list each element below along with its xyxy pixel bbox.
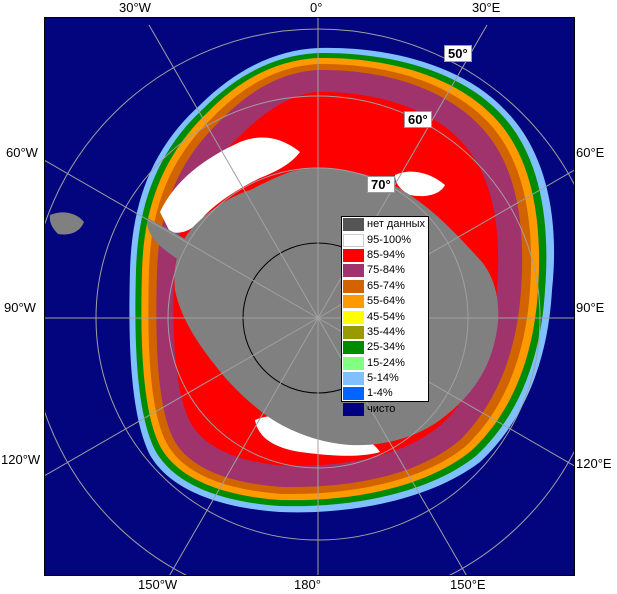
legend-swatch	[343, 356, 364, 370]
label-lat-60: 60°	[404, 111, 432, 128]
legend-item: нет данных	[342, 217, 428, 232]
legend-swatch	[343, 387, 364, 401]
label-lon-30w: 30°W	[119, 0, 151, 15]
legend-swatch	[343, 248, 364, 262]
label-lon-30e: 30°E	[472, 0, 501, 15]
legend-item: 25-34%	[342, 340, 428, 355]
legend-swatch	[343, 310, 364, 324]
label-lat-50: 50°	[444, 45, 472, 62]
legend-swatch	[343, 372, 364, 386]
legend-swatch	[343, 264, 364, 278]
label-lon-0: 0°	[310, 0, 323, 15]
legend-item: чисто	[342, 402, 428, 417]
legend-item: 65-74%	[342, 279, 428, 294]
south-america-tip	[49, 212, 84, 235]
label-lon-120w: 120°W	[1, 452, 41, 467]
legend-label: 95-100%	[367, 233, 412, 246]
label-lon-150e: 150°E	[450, 577, 486, 592]
legend-item: 85-94%	[342, 248, 428, 263]
legend-item: 1-4%	[342, 386, 428, 401]
legend-swatch	[343, 341, 364, 355]
legend-label: 15-24%	[367, 356, 405, 369]
legend-item: 5-14%	[342, 371, 428, 386]
legend-item: 75-84%	[342, 263, 428, 278]
legend-label: 85-94%	[367, 248, 405, 261]
label-lon-90w: 90°W	[4, 300, 36, 315]
legend-swatch	[343, 233, 364, 247]
map-border	[44, 17, 575, 576]
ice-white-patch-weddell	[160, 137, 300, 233]
legend-label: 35-44%	[367, 325, 405, 338]
legend-swatch	[343, 218, 364, 232]
label-lon-60w: 60°W	[6, 145, 38, 160]
legend-label: 65-74%	[367, 279, 405, 292]
label-lon-180: 180°	[294, 577, 321, 592]
label-lat-70: 70°	[367, 176, 395, 193]
label-lon-150w: 150°W	[138, 577, 178, 592]
antarctic-peninsula	[147, 218, 212, 272]
legend-item: 35-44%	[342, 325, 428, 340]
label-lon-120e: 120°E	[576, 456, 612, 471]
legend-label: 5-14%	[367, 372, 399, 385]
legend-item: 95-100%	[342, 232, 428, 247]
legend-label: нет данных	[367, 218, 426, 231]
legend-swatch	[343, 279, 364, 293]
label-lon-90e: 90°E	[576, 300, 605, 315]
label-lon-60e: 60°E	[576, 145, 605, 160]
legend-swatch	[343, 402, 364, 416]
ice-concentration-legend: нет данных 95-100% 85-94% 75-84% 65-74% 55-64…	[341, 216, 429, 416]
ice-white-patch-east	[395, 171, 445, 197]
legend-label: 45-54%	[367, 310, 405, 323]
legend-label: 25-34%	[367, 341, 405, 354]
legend-swatch	[343, 325, 364, 339]
legend-label: чисто	[367, 402, 396, 415]
legend-item: 15-24%	[342, 356, 428, 371]
legend-label: 55-64%	[367, 295, 405, 308]
legend-label: 1-4%	[367, 387, 393, 400]
legend-swatch	[343, 295, 364, 309]
legend-item: 55-64%	[342, 294, 428, 309]
legend-label: 75-84%	[367, 264, 405, 277]
legend-item: 45-54%	[342, 309, 428, 324]
